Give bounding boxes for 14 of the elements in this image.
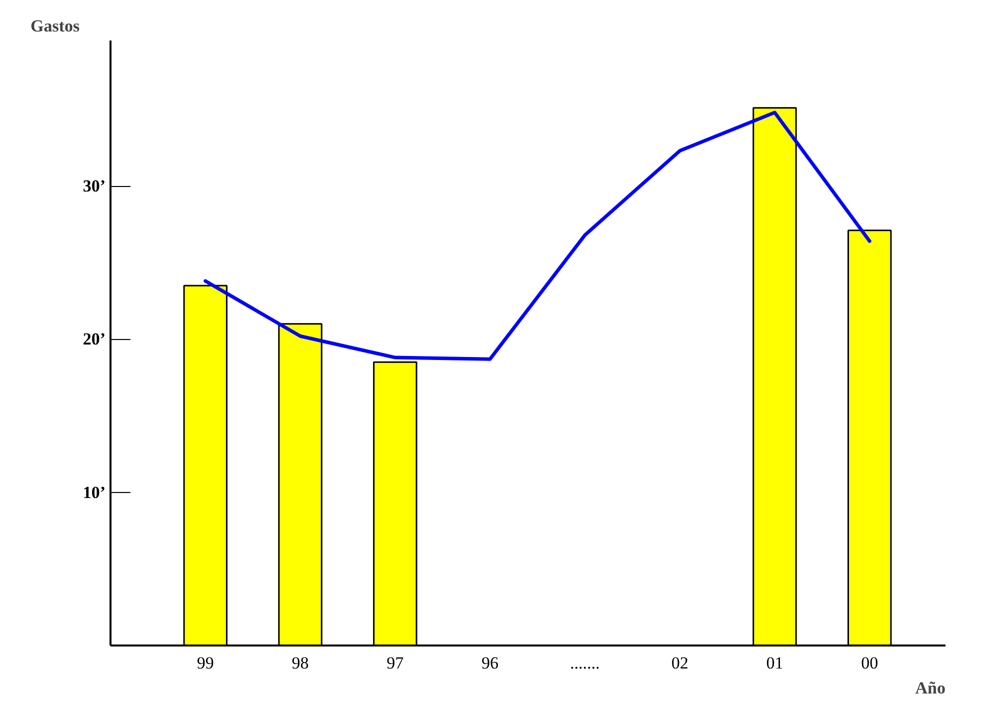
x-tick-label: 01 <box>766 654 784 672</box>
x-tick-label: ....... <box>570 654 600 672</box>
x-tick-label: 96 <box>482 654 499 672</box>
line-series <box>204 110 872 361</box>
x-tick-label: 98 <box>292 654 309 672</box>
y-tick-label: 30’ <box>82 176 106 196</box>
x-tick-label: 00 <box>861 654 878 672</box>
x-axis-title: Año <box>915 678 946 698</box>
x-tick-label: 99 <box>196 654 214 672</box>
y-tick-label: 10’ <box>82 482 106 502</box>
y-axis-title: Gastos <box>30 16 80 36</box>
y-tick-label: 20’ <box>82 330 106 349</box>
x-tick-label: 02 <box>671 654 688 672</box>
x-tick-label: 97 <box>386 654 404 672</box>
